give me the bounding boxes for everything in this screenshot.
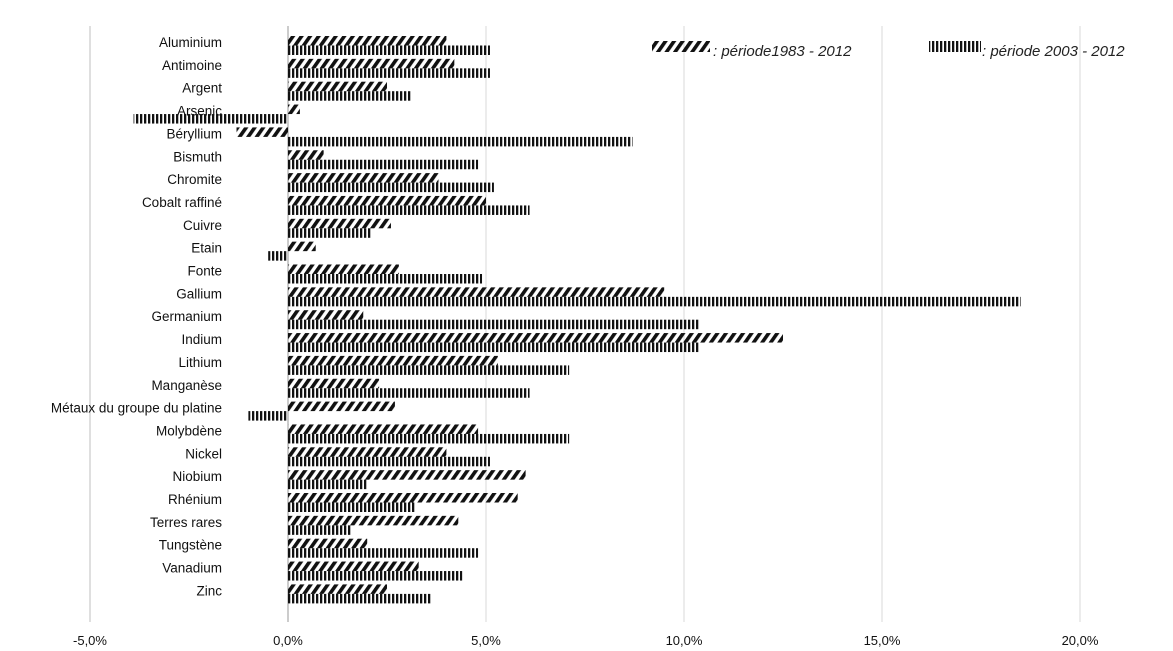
legend-swatch-2003-2012 [929,41,981,52]
x-tick-label: 0,0% [273,633,303,648]
bar-2003-2012 [288,548,479,558]
bar-2003-2012 [288,159,479,170]
bar-2003-2012 [288,365,570,375]
category-label: Cuivre [183,218,222,233]
category-label: Béryllium [166,126,222,141]
bar-2003-2012 [288,91,411,101]
bar-2003-2012 [288,205,530,215]
legend: : période1983 - 2012 : période 2003 - 20… [652,41,1125,60]
x-tick-label: -5,0% [73,633,107,648]
bars [133,36,1021,604]
bar-2003-2012 [288,388,530,398]
category-label: Lithium [178,355,222,370]
bar-2003-2012 [288,136,633,147]
category-label: Zinc [196,583,222,598]
bar-1983-2012 [288,355,498,366]
bar-1983-2012 [288,424,479,434]
bar-1983-2012 [288,218,391,229]
bar-2003-2012 [288,433,570,444]
x-tick-label: 10,0% [666,633,703,648]
legend-swatch-1983-2012 [652,41,710,52]
category-label: Nickel [185,446,222,461]
bar-1983-2012 [288,378,380,389]
legend-label-2003-2012: : période 2003 - 2012 [982,43,1125,60]
bar-2003-2012 [288,319,700,330]
legend-label-1983-2012: : période1983 - 2012 [713,43,852,60]
bar-1983-2012 [288,401,395,412]
category-label: Molybdène [156,423,222,438]
bar-2003-2012 [288,274,483,284]
bar-2003-2012 [288,68,490,78]
x-tick-label: 20,0% [1062,633,1099,648]
bar-1983-2012 [288,58,455,69]
bar-2003-2012 [248,411,288,421]
category-label: Etain [191,241,222,256]
category-label: Vanadium [162,561,222,576]
bar-1983-2012 [288,561,419,572]
bar-1983-2012 [288,447,447,457]
bar-1983-2012 [288,538,368,549]
category-label: Germanium [151,309,222,324]
bar-2003-2012 [288,456,490,467]
category-label: Chromite [167,172,222,187]
bar-1983-2012 [288,241,316,252]
bar-2003-2012 [288,571,463,581]
category-label: Bismuth [173,149,222,164]
category-label: Fonte [187,264,222,279]
category-label: Gallium [176,286,222,301]
category-label: Cobalt raffiné [142,195,222,210]
bar-1983-2012 [288,584,387,594]
bar-2003-2012 [288,525,352,535]
category-label: Indium [181,332,222,347]
category-label: Argent [182,81,222,96]
bar-2003-2012 [288,593,431,604]
category-label: Métaux du groupe du platine [51,401,222,416]
bar-2003-2012 [288,502,415,512]
bar-1983-2012 [288,310,364,320]
x-tick-label: 15,0% [864,633,901,648]
category-label: Antimoine [162,58,222,73]
bar-1983-2012 [288,493,518,503]
bar-2003-2012 [288,342,700,353]
bar-1983-2012 [288,104,300,115]
bar-1983-2012 [288,287,665,297]
bar-1983-2012 [288,36,447,46]
category-label: Terres rares [150,515,222,530]
x-tick-labels: -5,0% 0,0% 5,0% 10,0% 15,0% 20,0% [73,633,1099,648]
bar-1983-2012 [288,515,459,526]
bar-2003-2012 [288,228,372,238]
bar-2003-2012 [268,251,288,261]
category-labels: Aluminium Antimoine Argent Arsenic Béryllium… [51,35,222,598]
category-label: Rhénium [168,492,222,507]
bar-1983-2012 [288,195,486,206]
bar-1983-2012 [236,127,288,137]
bar-2003-2012 [288,479,368,490]
bar-1983-2012 [288,150,324,160]
category-label: Manganèse [151,378,222,393]
bar-1983-2012 [288,81,387,92]
x-tick-label: 5,0% [471,633,501,648]
bar-1983-2012 [288,470,526,480]
category-label: Arsenic [177,104,222,119]
bar-1983-2012 [288,264,399,274]
category-label: Aluminium [159,35,222,50]
category-label: Niobium [172,469,222,484]
bar-2003-2012 [288,182,494,193]
bar-2003-2012 [133,114,288,124]
bar-2003-2012 [288,296,1021,307]
category-label: Tungstène [159,538,222,553]
bar-1983-2012 [288,173,439,183]
bar-2003-2012 [288,45,490,55]
bar-1983-2012 [288,333,783,343]
